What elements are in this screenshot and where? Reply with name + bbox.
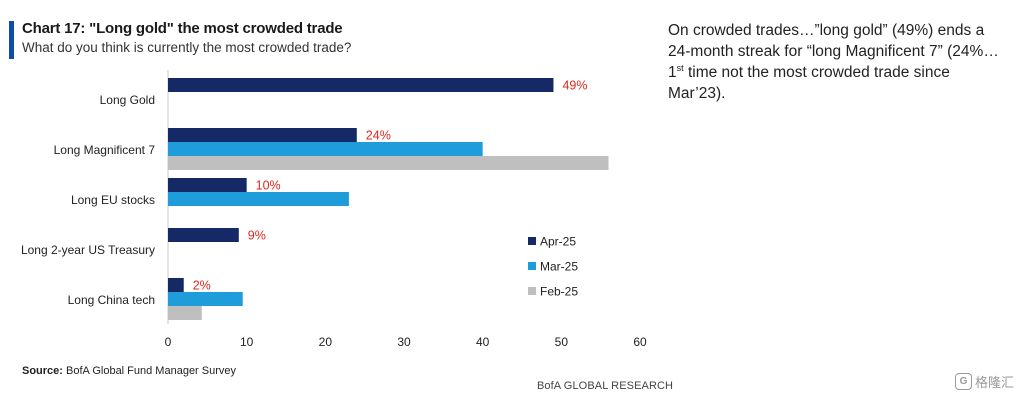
- x-tick-label: 0: [165, 335, 172, 349]
- title-accent-bar: [9, 21, 14, 59]
- commentary-part1: On crowded trades…”long gold” (49%) ends…: [668, 22, 999, 81]
- bar-apr-25-0: [168, 78, 554, 92]
- bar-mar-25-2: [168, 192, 349, 206]
- legend-swatch-apr-25: [528, 237, 536, 245]
- x-tick-label: 50: [555, 335, 569, 349]
- legend-label: Mar-25: [540, 260, 578, 274]
- data-label: 2%: [193, 279, 211, 293]
- bar-mar-25-1: [168, 142, 483, 156]
- source-label: Source:: [22, 365, 63, 377]
- data-label: 49%: [562, 79, 587, 93]
- category-label: Long EU stocks: [71, 193, 155, 207]
- footer-brand: BofA GLOBAL RESEARCH: [537, 380, 674, 392]
- x-tick-label: 30: [397, 335, 411, 349]
- x-tick-label: 60: [633, 335, 647, 349]
- data-label: 24%: [366, 129, 391, 143]
- commentary-text: On crowded trades…”long gold” (49%) ends…: [668, 20, 1008, 104]
- data-label: 9%: [248, 229, 266, 243]
- category-label: Long Gold: [100, 93, 155, 107]
- legend-label: Apr-25: [540, 235, 576, 249]
- x-tick-label: 10: [240, 335, 254, 349]
- watermark-text: 格隆汇: [975, 375, 1015, 390]
- bar-mar-25-4: [168, 292, 243, 306]
- data-label: 10%: [256, 179, 281, 193]
- source-note: Source: BofA Global Fund Manager Survey: [22, 365, 236, 377]
- bar-feb-25-1: [168, 156, 609, 170]
- legend-swatch-feb-25: [528, 287, 536, 295]
- chart-subtitle: What do you think is currently the most …: [22, 40, 352, 55]
- source-text: BofA Global Fund Manager Survey: [66, 365, 237, 377]
- watermark: G 格隆汇: [955, 372, 1014, 391]
- category-label: Long 2-year US Treasury: [21, 243, 155, 257]
- legend-label: Feb-25: [540, 285, 578, 299]
- bar-chart: Long Gold Long Magnificent 7 Long EU stock…: [21, 70, 647, 349]
- category-label: Long Magnificent 7: [54, 143, 156, 157]
- x-tick-label: 20: [319, 335, 333, 349]
- category-label: Long China tech: [68, 293, 155, 307]
- bar-apr-25-1: [168, 128, 357, 142]
- bar-feb-25-4: [168, 306, 202, 320]
- chart-title: Chart 17: "Long gold" the most crowded t…: [22, 20, 343, 37]
- bar-apr-25-2: [168, 178, 247, 192]
- x-tick-label: 40: [476, 335, 490, 349]
- bar-apr-25-4: [168, 278, 184, 292]
- watermark-logo-icon: G: [955, 373, 972, 390]
- commentary-part2: time not the most crowded trade since Ma…: [668, 64, 950, 102]
- bar-apr-25-3: [168, 228, 239, 242]
- commentary-superscript: st: [676, 63, 684, 73]
- legend-swatch-mar-25: [528, 262, 536, 270]
